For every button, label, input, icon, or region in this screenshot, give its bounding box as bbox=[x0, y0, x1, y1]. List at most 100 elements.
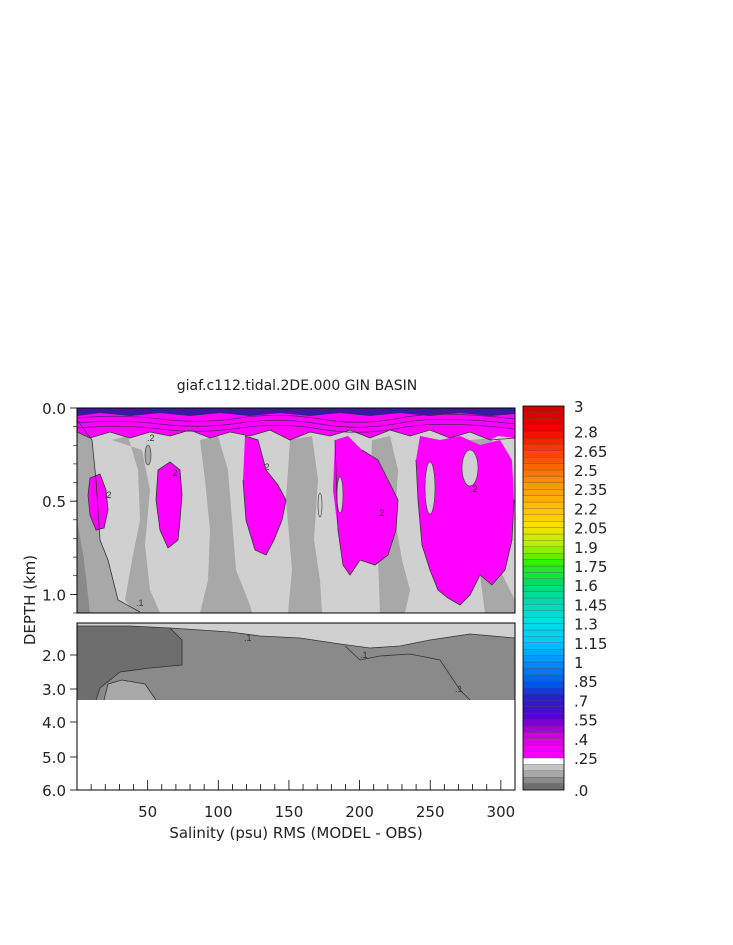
magenta-patch bbox=[243, 436, 286, 555]
colorbar-segment bbox=[522, 501, 565, 509]
y-tick-label: 1.0 bbox=[42, 586, 66, 604]
colorbar-segment bbox=[522, 469, 565, 477]
x-tick-label: 100 bbox=[204, 803, 233, 821]
colorbar-segment bbox=[522, 495, 565, 503]
gray-island bbox=[461, 449, 479, 487]
colorbar-tick-label: 1.3 bbox=[574, 616, 598, 634]
colorbar-segment bbox=[522, 527, 565, 535]
gray-island bbox=[336, 476, 344, 514]
colorbar-segment bbox=[522, 463, 565, 471]
colorbar-tick-label: 1 bbox=[574, 654, 584, 672]
upper-gray-region bbox=[77, 420, 140, 613]
colorbar-segment bbox=[522, 508, 565, 515]
colorbar-segment bbox=[522, 693, 565, 701]
colorbar-segment bbox=[522, 674, 565, 682]
upper-contour-outlines bbox=[76, 419, 516, 613]
colorbar-segment bbox=[522, 578, 565, 586]
y-tick-label: 0.0 bbox=[42, 400, 66, 418]
colorbar-tick-label: .25 bbox=[574, 750, 598, 768]
lower-dark-region bbox=[77, 626, 182, 700]
colorbar-segment bbox=[522, 450, 565, 458]
surface-blue-layer bbox=[77, 408, 515, 416]
colorbar-tick-label: 1.9 bbox=[574, 539, 598, 557]
contour-label: .2 bbox=[170, 468, 178, 478]
colorbar-segment bbox=[522, 514, 565, 522]
chart-title: giaf.c112.tidal.2DE.000 GIN BASIN bbox=[177, 378, 418, 394]
upper-panel-frame bbox=[76, 407, 516, 614]
y-tick-label: 3.0 bbox=[42, 681, 66, 699]
y-tick-label: 5.0 bbox=[42, 749, 66, 767]
colorbar-segment bbox=[522, 412, 565, 419]
y-tick-label: 6.0 bbox=[42, 782, 66, 800]
colorbar-segment bbox=[522, 681, 565, 688]
colorbar-segment bbox=[522, 745, 565, 752]
colorbar-tick-label: 2.5 bbox=[574, 462, 598, 480]
colorbar-segment bbox=[522, 719, 565, 727]
colorbar-segment bbox=[522, 636, 565, 643]
colorbar-tick-label: 1.45 bbox=[574, 596, 607, 614]
colorbar-tick-label: .55 bbox=[574, 712, 598, 730]
colorbar-segment bbox=[522, 713, 565, 720]
x-tick-label: 150 bbox=[275, 803, 304, 821]
colorbar-segment bbox=[522, 597, 565, 605]
x-axis-label: Salinity (psu) RMS (MODEL - OBS) bbox=[169, 824, 422, 842]
colorbar-tick-label: 1.75 bbox=[574, 558, 607, 576]
colorbar-segment bbox=[522, 757, 565, 765]
x-tick-label: 250 bbox=[416, 803, 445, 821]
x-axis: 50 100 150 200 250 300 bbox=[90, 780, 516, 821]
colorbar-tick-label: 2.2 bbox=[574, 500, 598, 518]
colorbar-segment bbox=[522, 405, 565, 413]
colorbar-segment bbox=[522, 668, 565, 675]
lower-panel: .1 .1 .1 bbox=[76, 622, 516, 791]
y-tick-label: 0.5 bbox=[42, 493, 66, 511]
colorbar-segment bbox=[522, 751, 565, 759]
surface-magenta-band bbox=[77, 408, 515, 440]
gray-island bbox=[317, 492, 323, 518]
magenta-patch bbox=[416, 436, 514, 605]
colorbar-segment bbox=[522, 533, 565, 541]
lower-panel-frame bbox=[76, 622, 516, 791]
colorbar-tick-label: .85 bbox=[574, 673, 598, 691]
colorbar-segment bbox=[522, 770, 565, 778]
colorbar-segment bbox=[522, 687, 565, 695]
upper-gray-region bbox=[286, 436, 322, 613]
colorbar-segment bbox=[522, 764, 565, 771]
colorbar-tick-label: 3 bbox=[574, 398, 584, 416]
lower-contour-outlines bbox=[77, 625, 516, 701]
colorbar-tick-label: .7 bbox=[574, 692, 588, 710]
colorbar-segment bbox=[522, 732, 565, 739]
colorbar-tick-label: 2.35 bbox=[574, 481, 607, 499]
colorbar-segment bbox=[522, 521, 565, 528]
lower-gray-region bbox=[104, 680, 156, 700]
colorbar-tick-label: 1.15 bbox=[574, 635, 607, 653]
gray-island bbox=[424, 461, 436, 515]
magenta-patch bbox=[333, 436, 398, 575]
colorbar-segment bbox=[522, 476, 565, 483]
colorbar-segment bbox=[522, 553, 565, 560]
x-tick-label: 50 bbox=[138, 803, 157, 821]
upper-gray-region bbox=[112, 436, 160, 613]
colorbar-segment bbox=[522, 642, 565, 650]
colorbar-segment bbox=[522, 655, 565, 663]
contour-label: .1 bbox=[360, 650, 368, 660]
colorbar-segment bbox=[522, 783, 565, 791]
colorbar-segment bbox=[522, 444, 565, 451]
y-tick-label: 4.0 bbox=[42, 714, 66, 732]
colorbar-segment bbox=[522, 565, 565, 573]
colorbar-segment bbox=[522, 489, 565, 496]
contour-label: .1 bbox=[244, 633, 252, 643]
colorbar-tick-label: .4 bbox=[574, 731, 588, 749]
colorbar-segment bbox=[522, 610, 565, 618]
colorbar-segment bbox=[522, 617, 565, 624]
contour-label: .1 bbox=[455, 684, 463, 694]
colorbar-segment bbox=[522, 604, 565, 611]
upper-dark-region bbox=[77, 520, 90, 613]
lower-light-band bbox=[77, 623, 515, 648]
colorbar-segment bbox=[522, 738, 565, 746]
colorbar-segment bbox=[522, 540, 565, 547]
magenta-patch bbox=[88, 474, 108, 530]
upper-gray-region bbox=[200, 436, 252, 613]
colorbar-segment bbox=[522, 457, 565, 464]
colorbar-segment bbox=[522, 706, 565, 714]
